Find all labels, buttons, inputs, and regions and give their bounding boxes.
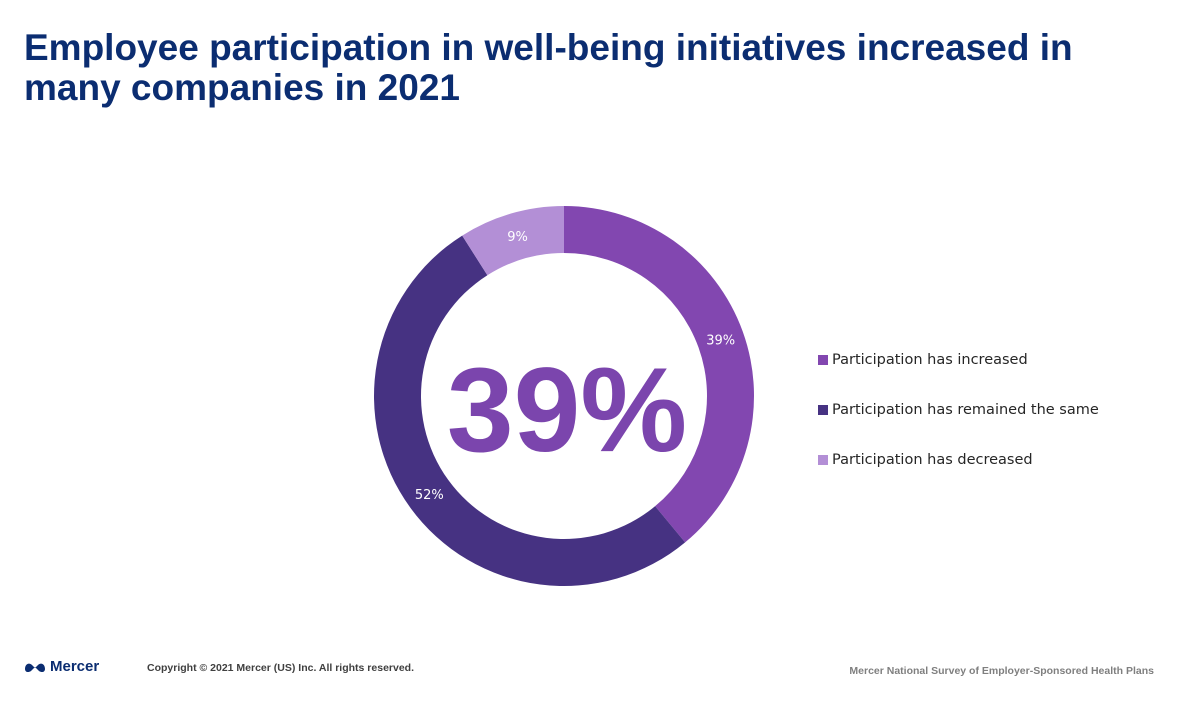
- slice-data-label: 9%: [507, 230, 528, 245]
- mercer-logo: Mercer: [24, 658, 99, 675]
- mercer-logo-icon: [25, 663, 45, 672]
- donut-slice: [374, 235, 686, 586]
- legend-swatch: [818, 355, 828, 365]
- legend-label: Participation has increased: [832, 352, 1028, 368]
- legend-swatch: [818, 405, 828, 415]
- copyright-text: Copyright © 2021 Mercer (US) Inc. All ri…: [147, 662, 415, 674]
- slice-data-label: 52%: [415, 488, 444, 503]
- legend-label: Participation has decreased: [832, 452, 1033, 468]
- legend-label: Participation has remained the same: [832, 402, 1099, 418]
- legend: Participation has increased Participatio…: [818, 350, 1099, 500]
- source-text: Mercer National Survey of Employer-Spons…: [849, 665, 1154, 677]
- page-title: Employee participation in well-being ini…: [24, 27, 1073, 108]
- legend-swatch: [818, 455, 828, 465]
- center-label: 39%: [447, 343, 687, 477]
- legend-item-increased: Participation has increased: [818, 350, 1099, 370]
- donut-slice: [564, 206, 754, 543]
- legend-item-same: Participation has remained the same: [818, 400, 1099, 420]
- legend-item-decreased: Participation has decreased: [818, 450, 1099, 470]
- logo-text: Mercer: [50, 658, 100, 675]
- slice-data-label: 39%: [706, 334, 735, 349]
- donut-slice: [462, 206, 564, 276]
